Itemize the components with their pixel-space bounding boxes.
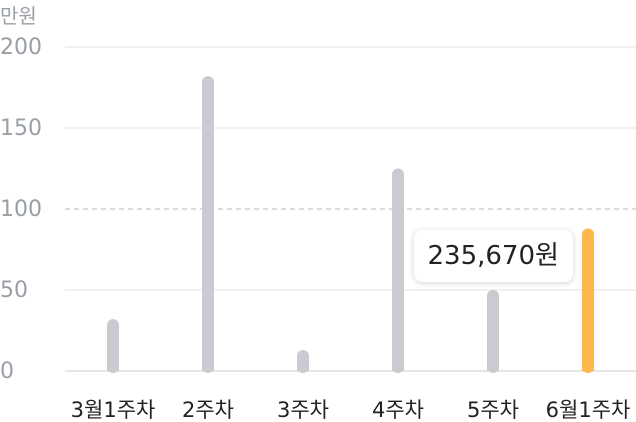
bar-base xyxy=(487,365,499,371)
y-tick-label: 150 xyxy=(0,116,42,141)
bar-base xyxy=(107,365,119,371)
bar xyxy=(582,228,594,373)
bar xyxy=(202,76,214,373)
bar-base xyxy=(297,365,309,371)
x-tick-label: 3월1주차 xyxy=(71,398,156,422)
bar-base xyxy=(202,365,214,371)
bar xyxy=(392,168,404,373)
y-unit-label: 만원 xyxy=(0,4,37,28)
value-tooltip: 235,670원 xyxy=(413,230,573,282)
bar-base xyxy=(392,365,404,371)
x-tick-label: 4주차 xyxy=(372,398,424,422)
x-tick-label: 3주차 xyxy=(277,398,329,422)
y-tick-label: 50 xyxy=(0,278,28,303)
x-tick-label: 6월1주차 xyxy=(546,398,631,422)
y-tick-label: 200 xyxy=(0,35,42,60)
bar-base xyxy=(582,365,594,371)
y-tick-label: 0 xyxy=(0,359,14,384)
bar xyxy=(487,290,499,373)
y-tick-label: 100 xyxy=(0,197,42,222)
bar xyxy=(107,319,119,373)
x-tick-label: 2주차 xyxy=(182,398,234,422)
x-tick-label: 5주차 xyxy=(467,398,519,422)
